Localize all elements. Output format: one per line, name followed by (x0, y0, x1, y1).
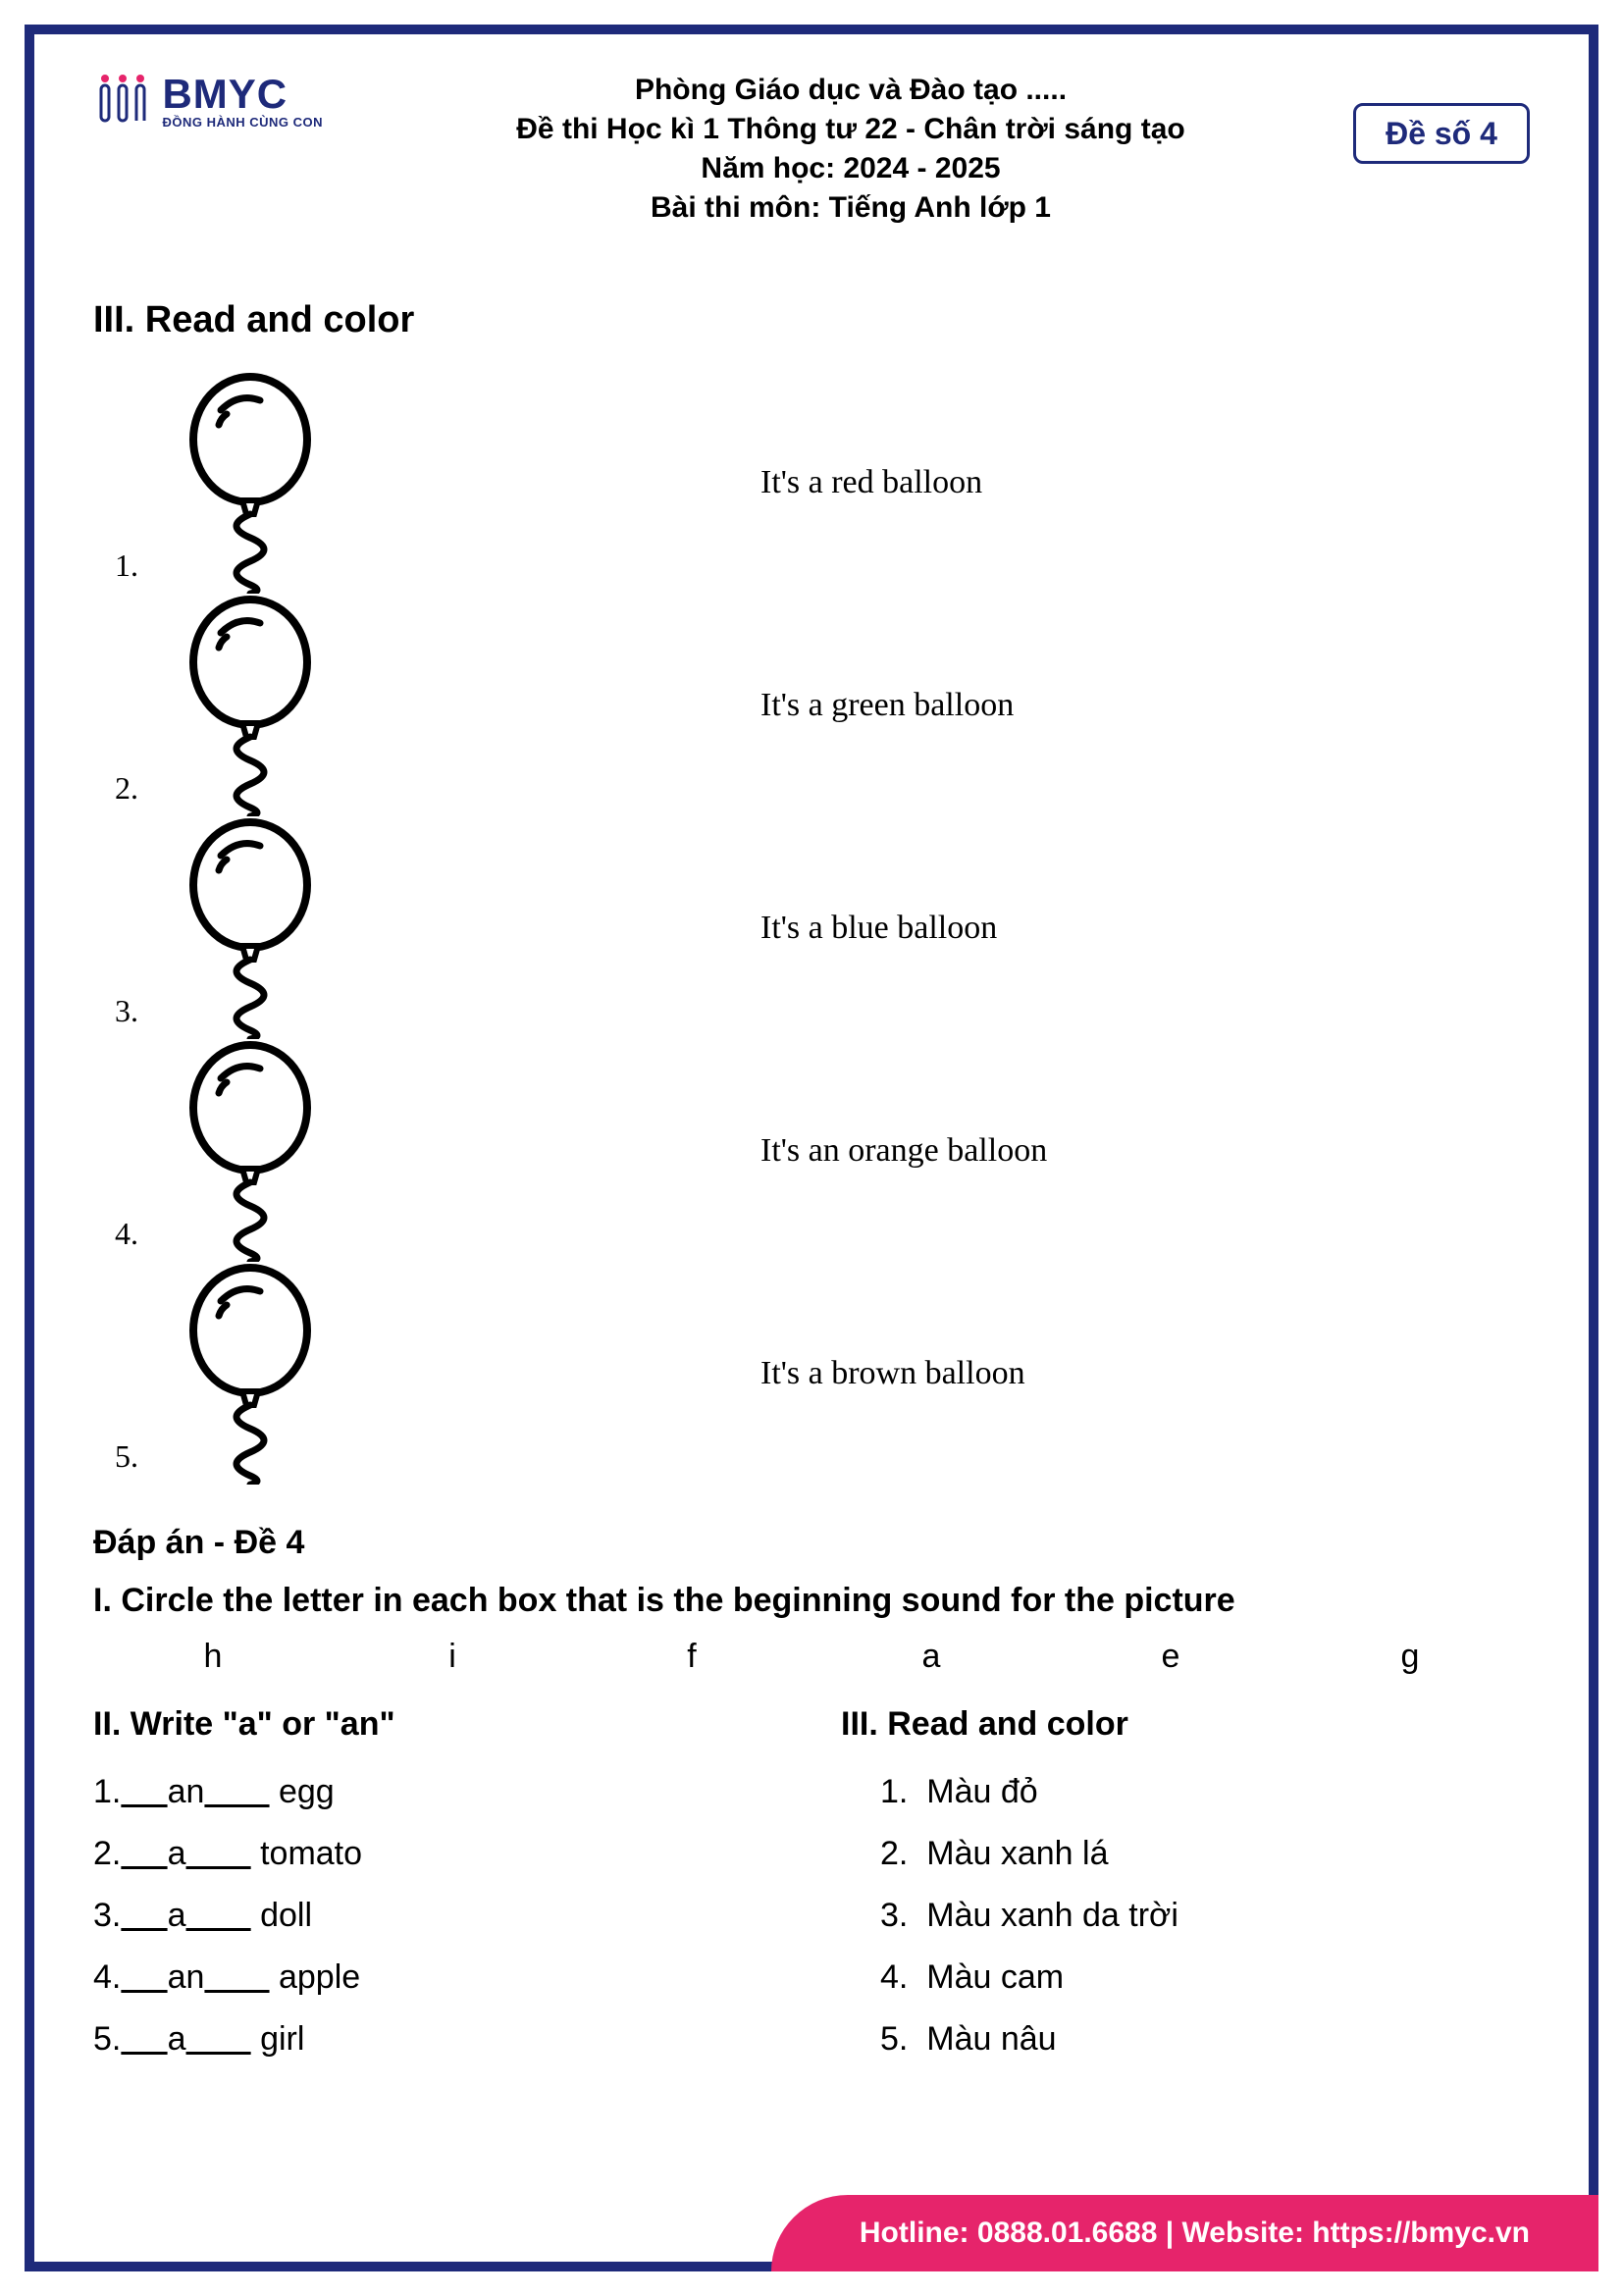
header-line-2: Đề thi Học kì 1 Thông tư 22 - Chân trời … (378, 113, 1324, 146)
balloon-label: It's an orange balloon (760, 1039, 1530, 1262)
answers-q3-line: 2. Màu xanh lá (841, 1823, 1530, 1885)
footer-banner: Hotline: 0888.01.6688 | Website: https:/… (771, 2195, 1598, 2271)
section-3-title: III. Read and color (93, 299, 1530, 341)
answers-title: Đáp án - Đề 4 (93, 1524, 1530, 1562)
answers-q3-title: III. Read and color (841, 1705, 1530, 1744)
answers-q2-title: II. Write "a" or "an" (93, 1705, 782, 1744)
header-line-4-prefix: Bài thi môn: (651, 191, 829, 224)
hotline-number: 0888.01.6688 (977, 2217, 1158, 2249)
exam-number-badge: Đề số 4 (1353, 103, 1530, 164)
hotline-label: Hotline: (860, 2217, 969, 2249)
letter: a (812, 1638, 1051, 1676)
logo-text: BMYC ĐỒNG HÀNH CÙNG CON (162, 74, 323, 130)
header-line-4: Bài thi môn: Tiếng Anh lớp 1 (378, 191, 1324, 225)
balloon-row: 5. (93, 1262, 643, 1485)
answers-q2-line: 2. a tomato (93, 1823, 782, 1885)
letter: g (1290, 1638, 1530, 1676)
balloon-icon (162, 371, 339, 594)
page-inner: BMYC ĐỒNG HÀNH CÙNG CON Phòng Giáo dục v… (34, 34, 1589, 2262)
logo-block: BMYC ĐỒNG HÀNH CÙNG CON (93, 74, 348, 130)
item-number: 1. (93, 548, 162, 584)
letter: e (1051, 1638, 1290, 1676)
answers-q2-line: 4. an apple (93, 1947, 782, 2009)
answers-q3-line: 1. Màu đỏ (841, 1761, 1530, 1823)
answers-q2: II. Write "a" or "an" 1. an egg2. a toma… (93, 1705, 782, 2069)
section-3-body: 1. 2. 3. 4. (93, 371, 1530, 1485)
header-row: BMYC ĐỒNG HÀNH CÙNG CON Phòng Giáo dục v… (93, 74, 1530, 231)
section-3: III. Read and color 1. 2. 3. (93, 299, 1530, 1485)
answers-q1-letters: h i f a e g (93, 1638, 1530, 1676)
balloon-icon (162, 594, 339, 816)
answers-q2-line: 1. an egg (93, 1761, 782, 1823)
letter: h (93, 1638, 333, 1676)
item-number: 5. (93, 1438, 162, 1475)
item-number: 3. (93, 993, 162, 1029)
balloon-row: 3. (93, 816, 643, 1039)
header-line-4-bold: Tiếng Anh lớp 1 (829, 191, 1051, 224)
balloon-label: It's a red balloon (760, 371, 1530, 594)
page-frame: BMYC ĐỒNG HÀNH CÙNG CON Phòng Giáo dục v… (25, 25, 1598, 2271)
website-url: https://bmyc.vn (1312, 2217, 1530, 2249)
balloon-icon (162, 1039, 339, 1262)
answers-columns: II. Write "a" or "an" 1. an egg2. a toma… (93, 1705, 1530, 2069)
letter: f (572, 1638, 812, 1676)
answers-q3-line: 5. Màu nâu (841, 2009, 1530, 2070)
logo-subtitle: ĐỒNG HÀNH CÙNG CON (162, 115, 323, 130)
title-block: Phòng Giáo dục và Đào tạo ..... Đề thi H… (378, 74, 1324, 231)
balloon-row: 4. (93, 1039, 643, 1262)
separator: | (1166, 2217, 1182, 2249)
balloon-icon (162, 1262, 339, 1485)
answers-q1-title: I. Circle the letter in each box that is… (93, 1582, 1530, 1620)
website-label: Website: (1181, 2217, 1303, 2249)
logo-name: BMYC (162, 74, 323, 115)
answers-q3: III. Read and color 1. Màu đỏ2. Màu xanh… (841, 1705, 1530, 2069)
letter: i (333, 1638, 572, 1676)
labels-column: It's a red balloon It's a green balloon … (643, 371, 1530, 1485)
logo-icon (93, 74, 152, 125)
header-line-3: Năm học: 2024 - 2025 (378, 152, 1324, 185)
balloon-row: 2. (93, 594, 643, 816)
answers-q2-line: 3. a doll (93, 1885, 782, 1947)
answers-q3-line: 4. Màu cam (841, 1947, 1530, 2009)
balloon-label: It's a blue balloon (760, 816, 1530, 1039)
item-number: 2. (93, 770, 162, 807)
balloon-icon (162, 816, 339, 1039)
header-line-1: Phòng Giáo dục và Đào tạo ..... (378, 74, 1324, 107)
balloon-label: It's a brown balloon (760, 1262, 1530, 1485)
item-number: 4. (93, 1216, 162, 1252)
balloon-row: 1. (93, 371, 643, 594)
balloons-column: 1. 2. 3. 4. (93, 371, 643, 1485)
answers-q2-line: 5. a girl (93, 2009, 782, 2070)
balloon-label: It's a green balloon (760, 594, 1530, 816)
answers-q3-line: 3. Màu xanh da trời (841, 1885, 1530, 1947)
